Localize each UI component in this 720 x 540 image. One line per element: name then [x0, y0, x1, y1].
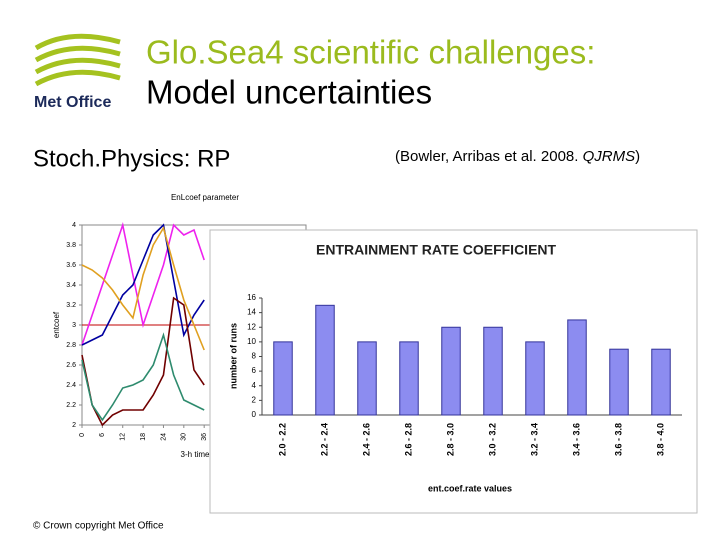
line-series	[81, 221, 205, 346]
bar	[441, 326, 461, 416]
x-tick-label: 3.8 - 4.0	[655, 423, 665, 456]
x-tick-label: 30	[181, 433, 188, 441]
y-axis-label: number of runs	[228, 323, 238, 389]
logo-swoosh	[34, 69, 121, 87]
line-series	[81, 332, 205, 422]
x-tick-label: 2.0 - 2.2	[277, 423, 287, 456]
x-tick-label: 2.6 - 2.8	[403, 423, 413, 456]
x-tick-label: 12	[120, 433, 127, 441]
logo-text: Met Office	[34, 94, 111, 111]
x-tick-label: 3.6 - 3.8	[613, 423, 623, 456]
y-tick-label: 2.4	[66, 382, 76, 389]
y-tick-label: 3.2	[66, 302, 76, 309]
subtitle: Stoch.Physics: RP	[33, 145, 230, 172]
x-tick-label: 2.2 - 2.4	[319, 423, 329, 456]
y-tick-label: 2.8	[66, 342, 76, 349]
bar	[525, 341, 545, 416]
title: Model uncertainties	[146, 74, 432, 111]
chart-title: ENTRAINMENT RATE COEFFICIENT	[316, 242, 557, 258]
citation: (Bowler, Arribas et al. 2008. QJRMS)	[395, 148, 640, 165]
citation-journal: QJRMS	[583, 148, 636, 165]
y-tick-label: 3	[72, 322, 76, 329]
y-tick-label: 3.4	[66, 282, 76, 289]
x-tick-label: 3.0 - 3.2	[487, 423, 497, 456]
x-tick-label: 3.4 - 3.6	[571, 423, 581, 456]
y-axis-label: entcoef	[52, 311, 61, 338]
x-tick-label: 18	[140, 433, 147, 441]
logo-swoosh	[34, 57, 121, 75]
y-tick-label: 4	[252, 381, 257, 390]
y-tick-label: 0	[252, 410, 257, 419]
title: Glo.Sea4 scientific challenges:	[146, 34, 595, 71]
bar	[357, 341, 377, 416]
bar	[609, 348, 629, 416]
x-tick-label: 24	[160, 433, 167, 441]
logo: Met Office	[34, 33, 121, 111]
x-tick-label: 36	[201, 433, 208, 441]
bar	[315, 304, 335, 416]
y-tick-label: 2.6	[66, 362, 76, 369]
x-tick-label: 2.4 - 2.6	[361, 423, 371, 456]
citation-close: )	[635, 148, 640, 165]
x-tick-label: 6	[99, 433, 106, 437]
x-axis-label: ent.coef.rate values	[428, 483, 512, 493]
y-tick-label: 10	[247, 337, 256, 346]
line-series	[81, 225, 205, 351]
citation-authors: (Bowler, Arribas et al. 2008.	[395, 148, 578, 165]
line-series	[81, 296, 205, 427]
bar	[399, 341, 419, 416]
logo-swoosh	[34, 45, 121, 63]
bar	[483, 326, 503, 416]
bar	[651, 348, 671, 416]
x-tick-label: 0	[79, 433, 86, 437]
y-tick-label: 3.6	[66, 262, 76, 269]
y-tick-label: 14	[247, 308, 256, 317]
bar	[273, 341, 293, 416]
y-tick-label: 4	[72, 222, 76, 229]
y-tick-label: 2.2	[66, 402, 76, 409]
y-tick-label: 6	[252, 366, 257, 375]
y-tick-label: 3.8	[66, 242, 76, 249]
line-series	[81, 223, 205, 346]
footer: © Crown copyright Met Office	[33, 521, 164, 532]
x-tick-label: 3.2 - 3.4	[529, 423, 539, 456]
bar-chart: ENTRAINMENT RATE COEFFICIENT number of ru…	[228, 242, 682, 493]
x-tick-label: 2.8 - 3.0	[445, 423, 455, 456]
bar	[567, 319, 587, 416]
y-tick-label: 8	[252, 352, 257, 361]
y-tick-label: 2	[252, 395, 257, 404]
chart-title: EnLcoef parameter	[171, 193, 239, 202]
y-tick-label: 2	[72, 422, 76, 429]
x-axis-label: 3-h time	[181, 450, 210, 459]
y-tick-label: 12	[247, 322, 256, 331]
y-tick-label: 16	[247, 293, 256, 302]
logo-swoosh	[34, 33, 121, 51]
